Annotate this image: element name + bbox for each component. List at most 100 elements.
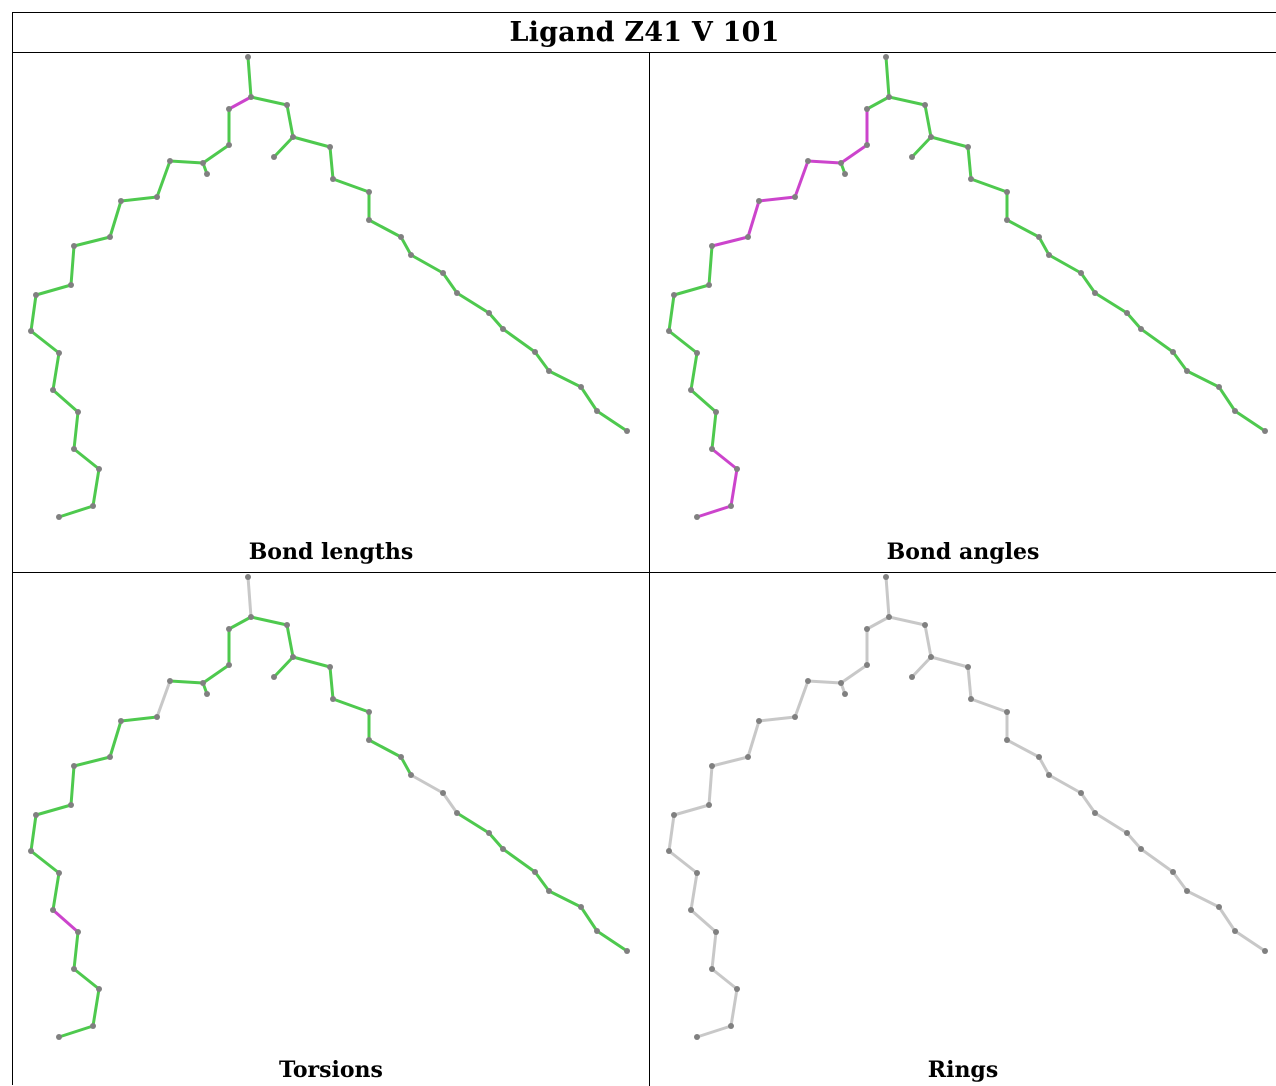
bond-3 bbox=[839, 143, 869, 165]
bond-26 bbox=[367, 218, 403, 239]
atom-12 bbox=[28, 848, 34, 854]
bond-7 bbox=[108, 199, 123, 239]
bond-15 bbox=[710, 930, 718, 971]
bond-6 bbox=[119, 715, 159, 723]
bond-11 bbox=[667, 813, 676, 853]
bond-22 bbox=[929, 655, 970, 669]
atom-22 bbox=[284, 622, 290, 628]
atom-23 bbox=[290, 654, 296, 660]
atom-3 bbox=[864, 142, 870, 148]
bond-11 bbox=[29, 293, 38, 333]
atom-25 bbox=[330, 176, 336, 182]
atom-29 bbox=[1046, 252, 1052, 258]
bond-36 bbox=[1233, 409, 1267, 433]
atom-16 bbox=[71, 446, 77, 452]
bond-24 bbox=[969, 177, 1009, 194]
atom-32 bbox=[1124, 310, 1130, 316]
atom-31 bbox=[1092, 290, 1098, 296]
bond-21 bbox=[285, 103, 295, 139]
bond-31 bbox=[1125, 311, 1143, 331]
atom-11 bbox=[671, 812, 677, 818]
atom-3 bbox=[864, 662, 870, 668]
ligand-title: Ligand Z41 V 101 bbox=[509, 17, 780, 48]
ligand-validation-table: Ligand Z41 V 101 Bond lengths Bond angle… bbox=[12, 12, 1276, 1086]
bond-29 bbox=[441, 271, 459, 295]
bond-1 bbox=[227, 615, 253, 631]
atom-18 bbox=[90, 503, 96, 509]
atom-13 bbox=[56, 870, 62, 876]
bond-17 bbox=[91, 467, 101, 508]
atom-30 bbox=[440, 790, 446, 796]
bond-18 bbox=[57, 1024, 95, 1039]
atom-15 bbox=[75, 409, 81, 415]
panel-label-bond-angles: Bond angles bbox=[886, 539, 1040, 565]
bond-5 bbox=[155, 159, 172, 199]
bond-22 bbox=[291, 135, 332, 149]
bond-21 bbox=[923, 103, 933, 139]
bond-33 bbox=[1171, 870, 1189, 893]
bond-30 bbox=[1093, 291, 1129, 315]
atom-11 bbox=[33, 292, 39, 298]
atom-37 bbox=[1232, 928, 1238, 934]
bond-15 bbox=[72, 410, 80, 451]
bond-16 bbox=[72, 447, 101, 471]
atom-25 bbox=[968, 696, 974, 702]
atom-36 bbox=[578, 384, 584, 390]
atom-1 bbox=[886, 94, 892, 100]
atom-23 bbox=[290, 134, 296, 140]
atom-8 bbox=[107, 754, 113, 760]
bond-4 bbox=[806, 679, 843, 685]
bond-24 bbox=[331, 697, 371, 714]
bond-1 bbox=[865, 615, 891, 631]
bond-35 bbox=[1217, 385, 1237, 413]
bond-30 bbox=[455, 811, 491, 835]
atom-10 bbox=[68, 282, 74, 288]
atom-17 bbox=[96, 986, 102, 992]
bond-27 bbox=[399, 755, 413, 777]
bond-8 bbox=[710, 755, 750, 768]
bond-26 bbox=[367, 738, 403, 759]
atom-27 bbox=[366, 737, 372, 743]
atom-6 bbox=[154, 194, 160, 200]
bond-29 bbox=[1079, 271, 1097, 295]
atom-29 bbox=[1046, 772, 1052, 778]
bond-31 bbox=[487, 311, 505, 331]
bond-20 bbox=[249, 615, 289, 627]
bond-37 bbox=[910, 655, 933, 679]
atom-5 bbox=[167, 158, 173, 164]
atom-29 bbox=[408, 252, 414, 258]
atom-24 bbox=[965, 664, 971, 670]
atom-23 bbox=[928, 654, 934, 660]
atom-16 bbox=[709, 966, 715, 972]
bond-15 bbox=[710, 410, 718, 451]
bond-0 bbox=[884, 575, 891, 619]
atom-25 bbox=[968, 176, 974, 182]
bond-3 bbox=[201, 143, 231, 165]
bond-5 bbox=[155, 679, 172, 719]
bond-33 bbox=[533, 870, 551, 893]
bond-20 bbox=[887, 615, 927, 627]
atom-34 bbox=[532, 869, 538, 875]
bond-16 bbox=[710, 447, 739, 471]
atom-38 bbox=[624, 948, 630, 954]
bond-7 bbox=[108, 719, 123, 759]
bond-12 bbox=[667, 329, 699, 355]
atom-12 bbox=[666, 328, 672, 334]
atom-38 bbox=[1262, 948, 1268, 954]
atom-17 bbox=[734, 986, 740, 992]
atom-21 bbox=[271, 674, 277, 680]
bond-6 bbox=[757, 195, 797, 203]
bond-6 bbox=[757, 715, 797, 723]
bond-22 bbox=[291, 655, 332, 669]
atom-10 bbox=[706, 802, 712, 808]
bond-14 bbox=[689, 388, 718, 414]
atom-10 bbox=[706, 282, 712, 288]
bond-6 bbox=[119, 195, 159, 203]
bond-11 bbox=[667, 293, 676, 333]
atom-24 bbox=[327, 144, 333, 150]
bond-23 bbox=[328, 665, 335, 701]
bond-28 bbox=[1047, 253, 1083, 275]
atom-30 bbox=[440, 270, 446, 276]
atom-15 bbox=[713, 409, 719, 415]
atom-13 bbox=[694, 350, 700, 356]
